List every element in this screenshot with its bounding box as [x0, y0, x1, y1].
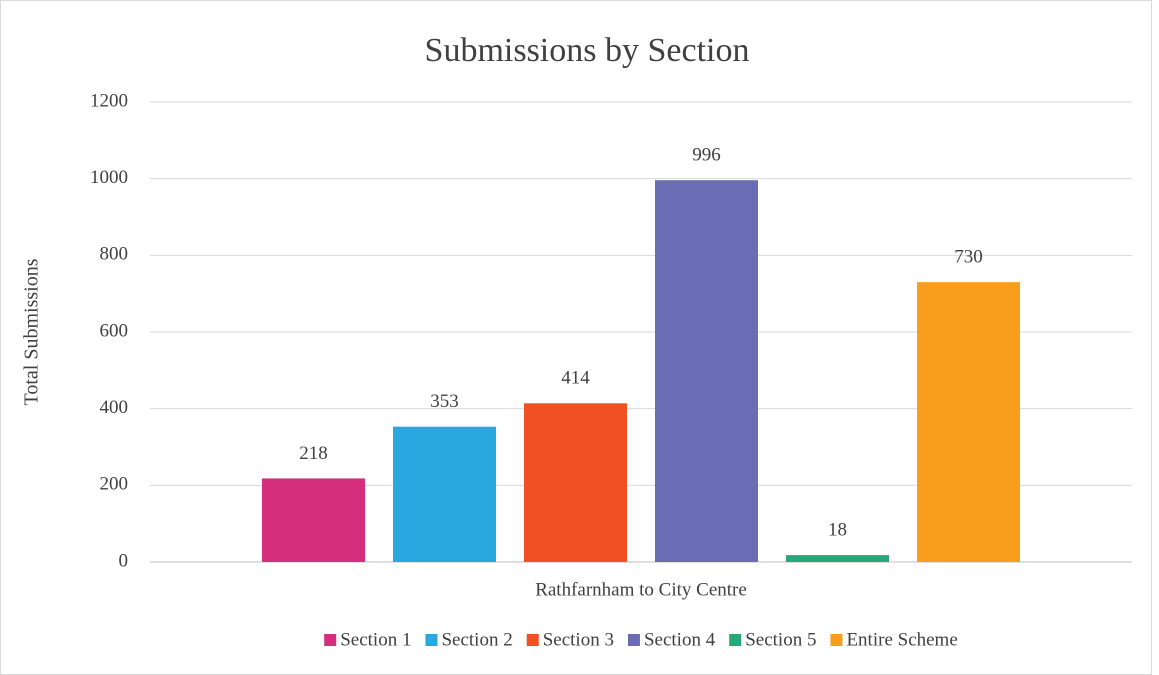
legend-label: Section 1	[340, 629, 411, 650]
y-tick-label: 1200	[90, 90, 128, 111]
y-tick-label: 400	[100, 397, 129, 418]
legend-swatch	[627, 634, 640, 646]
data-label: 414	[561, 368, 590, 389]
bar	[655, 180, 758, 562]
y-axis-label: Total Submissions	[21, 258, 43, 405]
x-tick-label: Rathfarnham to City Centre	[535, 579, 747, 600]
y-tick-label: 1000	[90, 167, 128, 188]
legend-label: Entire Scheme	[846, 629, 957, 650]
bar	[393, 426, 496, 562]
chart-title: Submissions by Section	[425, 32, 750, 69]
legend-label: Section 5	[745, 629, 816, 650]
legend-swatch	[324, 634, 337, 646]
data-label: 730	[954, 247, 983, 268]
legend-swatch	[830, 634, 843, 646]
data-label: 996	[692, 145, 721, 166]
legend-swatch	[425, 634, 438, 646]
y-tick-label: 200	[100, 474, 129, 495]
legend-swatch	[526, 634, 539, 646]
legend-label: Section 4	[644, 629, 716, 650]
y-tick-label: 600	[100, 320, 129, 341]
bar	[917, 282, 1020, 562]
data-label: 18	[828, 519, 847, 540]
legend-swatch	[729, 634, 742, 646]
legend-label: Section 2	[441, 629, 512, 650]
legend-label: Section 3	[543, 629, 614, 650]
data-label: 218	[299, 443, 328, 464]
bar	[524, 403, 627, 562]
bar	[262, 478, 365, 562]
bar	[786, 555, 889, 562]
y-tick-label: 800	[100, 244, 129, 265]
y-tick-label: 0	[119, 550, 129, 571]
data-label: 353	[430, 391, 459, 412]
